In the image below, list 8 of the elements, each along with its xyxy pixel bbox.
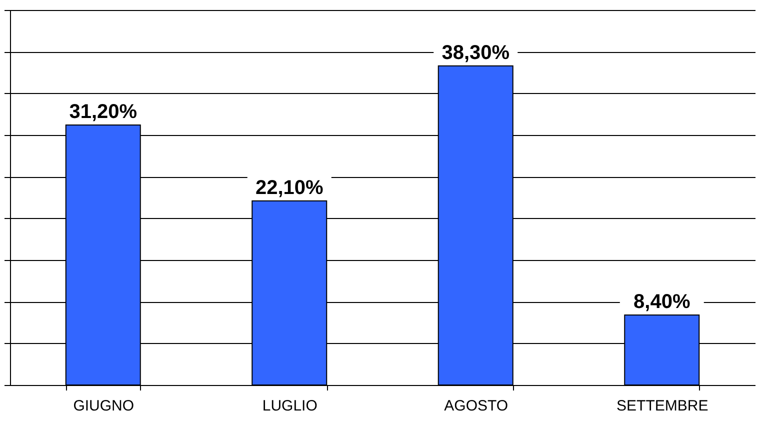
data-label: 31,20% [69, 101, 138, 123]
x-tick-label: LUGLIO [262, 398, 318, 414]
x-tick-label: SETTEMBRE [616, 398, 708, 414]
data-label: 22,10% [255, 176, 324, 199]
x-tick-label: AGOSTO [444, 398, 508, 414]
x-tick-label: GIUGNO [73, 398, 134, 414]
data-label: 8,40% [634, 291, 690, 313]
data-label: 38,30% [442, 42, 510, 64]
